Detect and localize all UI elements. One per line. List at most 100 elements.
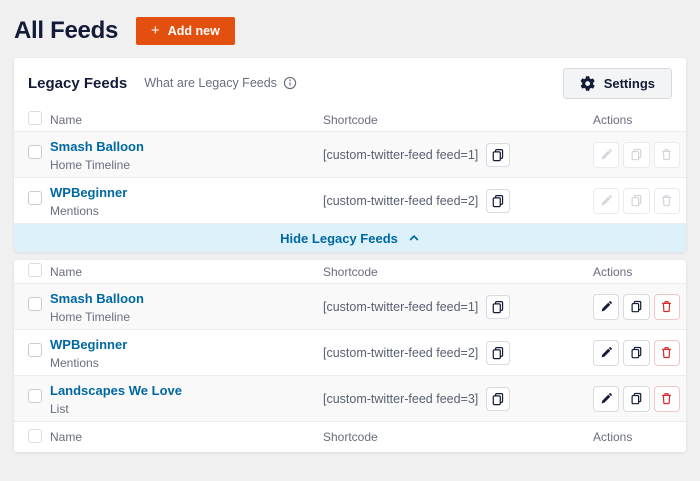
delete-feed-button[interactable] <box>653 385 680 412</box>
shortcode-text: [custom-twitter-feed feed=2] <box>323 193 479 208</box>
feed-type-label: Home Timeline <box>50 309 131 324</box>
table-row: Landscapes We Love List [custom-twitter-… <box>14 376 686 422</box>
duplicate-feed-button[interactable] <box>623 339 650 366</box>
duplicate-feed-button[interactable] <box>623 141 650 168</box>
edit-feed-button[interactable] <box>593 339 620 366</box>
column-header-actions: Actions <box>593 430 633 444</box>
copy-shortcode-button[interactable] <box>486 142 511 167</box>
copy-shortcode-button[interactable] <box>486 340 511 365</box>
add-new-label: Add new <box>167 24 220 38</box>
feed-name-cell: Landscapes We Love List <box>50 383 323 415</box>
row-checkbox-cell <box>28 145 50 164</box>
feeds-table-footer: Name Shortcode Actions <box>14 422 686 452</box>
column-header-shortcode: Shortcode <box>323 430 378 444</box>
row-checkbox[interactable] <box>28 191 42 205</box>
shortcode-cell: [custom-twitter-feed feed=3] <box>323 386 593 411</box>
pencil-icon <box>600 300 613 313</box>
shortcode-text: [custom-twitter-feed feed=3] <box>323 391 479 406</box>
duplicate-icon <box>630 346 643 359</box>
feed-name-link[interactable]: WPBeginner <box>50 184 128 200</box>
feed-type-label: List <box>50 401 69 416</box>
edit-feed-button[interactable] <box>593 385 620 412</box>
row-actions <box>593 385 680 412</box>
legacy-table-header: Name Shortcode Actions <box>14 108 686 132</box>
trash-icon <box>660 300 673 313</box>
table-row: WPBeginner Mentions [custom-twitter-feed… <box>14 178 686 224</box>
feeds-table-header: Name Shortcode Actions <box>14 260 686 284</box>
hide-legacy-feeds-label: Hide Legacy Feeds <box>280 230 398 246</box>
copy-shortcode-button[interactable] <box>486 188 511 213</box>
trash-icon <box>660 392 673 405</box>
copy-icon <box>491 346 505 360</box>
row-checkbox[interactable] <box>28 343 42 357</box>
column-header-name: Name <box>50 112 83 127</box>
legacy-feed-rows: Smash Balloon Home Timeline [custom-twit… <box>14 132 686 224</box>
column-header-actions: Actions <box>593 112 633 127</box>
feed-type-label: Home Timeline <box>50 157 131 172</box>
feed-name-link[interactable]: WPBeginner <box>50 336 128 352</box>
row-actions <box>593 141 680 168</box>
copy-icon <box>491 148 505 162</box>
trash-icon <box>660 346 673 359</box>
feed-name-link[interactable]: Landscapes We Love <box>50 382 182 398</box>
legacy-feeds-heading: Legacy Feeds <box>28 74 128 92</box>
row-checkbox-cell <box>28 343 50 362</box>
help-link-label: What are Legacy Feeds <box>144 76 277 90</box>
row-checkbox[interactable] <box>28 389 42 403</box>
edit-feed-button[interactable] <box>593 293 620 320</box>
table-row: Smash Balloon Home Timeline [custom-twit… <box>14 132 686 178</box>
column-header-shortcode: Shortcode <box>323 264 378 279</box>
pencil-icon <box>600 148 613 161</box>
feed-name-cell: WPBeginner Mentions <box>50 337 323 369</box>
shortcode-cell: [custom-twitter-feed feed=1] <box>323 142 593 167</box>
copy-shortcode-button[interactable] <box>486 386 511 411</box>
legacy-card-header: Legacy Feeds What are Legacy Feeds <box>14 58 686 108</box>
hide-legacy-feeds-button[interactable]: Hide Legacy Feeds <box>14 224 686 252</box>
copy-icon <box>491 194 505 208</box>
trash-icon <box>660 194 673 207</box>
copy-shortcode-button[interactable] <box>486 294 511 319</box>
row-checkbox[interactable] <box>28 145 42 159</box>
feed-rows: Smash Balloon Home Timeline [custom-twit… <box>14 284 686 422</box>
plus-icon: + <box>151 22 160 39</box>
select-all-checkbox[interactable] <box>28 263 42 277</box>
duplicate-feed-button[interactable] <box>623 385 650 412</box>
edit-feed-button[interactable] <box>593 187 620 214</box>
row-checkbox[interactable] <box>28 297 42 311</box>
feed-name-cell: Smash Balloon Home Timeline <box>50 291 323 323</box>
duplicate-feed-button[interactable] <box>623 187 650 214</box>
pencil-icon <box>600 346 613 359</box>
what-are-legacy-feeds-link[interactable]: What are Legacy Feeds <box>144 76 297 90</box>
duplicate-feed-button[interactable] <box>623 293 650 320</box>
settings-button[interactable]: Settings <box>562 67 672 99</box>
shortcode-cell: [custom-twitter-feed feed=2] <box>323 188 593 213</box>
feed-type-label: Mentions <box>50 203 99 218</box>
add-new-button[interactable]: + Add new <box>136 17 235 45</box>
page-header: All Feeds + Add new <box>14 0 686 58</box>
delete-feed-button[interactable] <box>653 339 680 366</box>
page-title: All Feeds <box>14 17 118 44</box>
delete-feed-button[interactable] <box>653 187 680 214</box>
shortcode-text: [custom-twitter-feed feed=1] <box>323 147 479 162</box>
shortcode-cell: [custom-twitter-feed feed=1] <box>323 294 593 319</box>
legacy-feeds-card: Legacy Feeds What are Legacy Feeds <box>14 58 686 252</box>
feeds-card: Name Shortcode Actions Smash Balloon Hom… <box>14 260 686 452</box>
select-all-checkbox[interactable] <box>28 428 42 443</box>
row-checkbox-cell <box>28 297 50 316</box>
delete-feed-button[interactable] <box>653 293 680 320</box>
row-checkbox-cell <box>28 191 50 210</box>
edit-feed-button[interactable] <box>593 141 620 168</box>
feed-name-link[interactable]: Smash Balloon <box>50 138 144 154</box>
duplicate-icon <box>630 392 643 405</box>
copy-icon <box>491 392 505 406</box>
feed-type-label: Mentions <box>50 355 99 370</box>
shortcode-cell: [custom-twitter-feed feed=2] <box>323 340 593 365</box>
select-all-checkbox[interactable] <box>28 111 42 125</box>
feed-name-link[interactable]: Smash Balloon <box>50 290 144 306</box>
shortcode-text: [custom-twitter-feed feed=2] <box>323 345 479 360</box>
info-circle-icon <box>283 76 297 90</box>
duplicate-icon <box>630 300 643 313</box>
gear-icon <box>580 75 595 91</box>
settings-label: Settings <box>603 75 655 91</box>
delete-feed-button[interactable] <box>653 141 680 168</box>
